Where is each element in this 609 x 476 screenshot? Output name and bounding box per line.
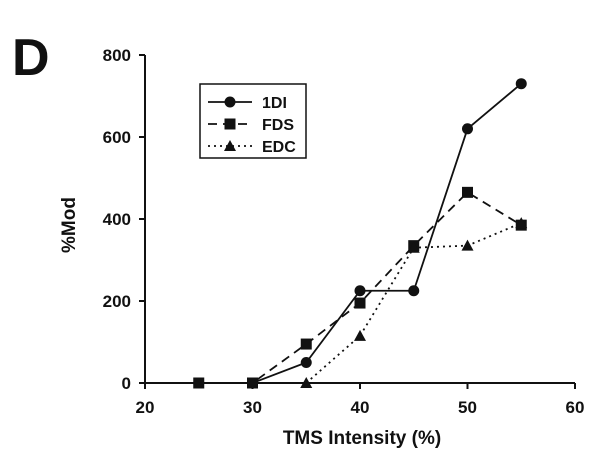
y-tick-label: 0: [122, 374, 131, 393]
series-layer: [193, 78, 528, 389]
x-axis-title: TMS Intensity (%): [283, 428, 441, 449]
legend-item-edc: EDC: [208, 139, 296, 156]
data-point-1di: [462, 123, 473, 135]
data-point-edc: [461, 239, 474, 251]
data-point-fds: [462, 186, 473, 198]
y-tick-label: 200: [103, 292, 131, 311]
y-tick-label: 600: [103, 128, 131, 147]
data-point-fds: [193, 377, 205, 389]
legend: 1DI FDS EDC: [199, 83, 307, 159]
legend-label-edc: EDC: [262, 139, 296, 156]
y-axis-title: %Mod: [59, 197, 80, 253]
data-point-fds: [300, 338, 312, 350]
legend-item-fds: FDS: [208, 117, 294, 134]
y-axis-ticks: 0 200 400 600 800: [103, 46, 145, 393]
x-tick-label: 20: [136, 398, 155, 417]
panel-label: D: [12, 29, 50, 87]
legend-marker-fds: [224, 118, 236, 130]
x-tick-label: 60: [566, 398, 585, 417]
legend-label-fds: FDS: [262, 117, 294, 134]
data-point-edc: [515, 217, 528, 229]
legend-label-1di: 1DI: [262, 95, 287, 112]
x-axis-ticks: 20 30 40 50 60: [136, 383, 585, 417]
x-tick-label: 50: [458, 398, 477, 417]
data-point-1di: [354, 285, 366, 297]
legend-marker-1di: [224, 96, 236, 108]
data-point-fds: [354, 297, 366, 309]
series-edc: [300, 217, 528, 388]
data-point-fds: [247, 377, 258, 389]
x-tick-label: 30: [243, 398, 262, 417]
data-point-1di: [515, 78, 527, 90]
legend-item-1di: 1DI: [208, 95, 287, 112]
legend-marker-edc: [224, 140, 236, 151]
legend-box: [199, 83, 307, 159]
data-point-edc: [300, 377, 313, 388]
data-point-edc: [354, 329, 366, 341]
data-point-1di: [408, 285, 420, 297]
y-tick-label: 800: [103, 46, 131, 65]
x-tick-label: 40: [351, 398, 370, 417]
y-tick-label: 400: [103, 210, 131, 229]
data-point-1di: [300, 357, 312, 368]
data-point-edc: [407, 241, 420, 253]
